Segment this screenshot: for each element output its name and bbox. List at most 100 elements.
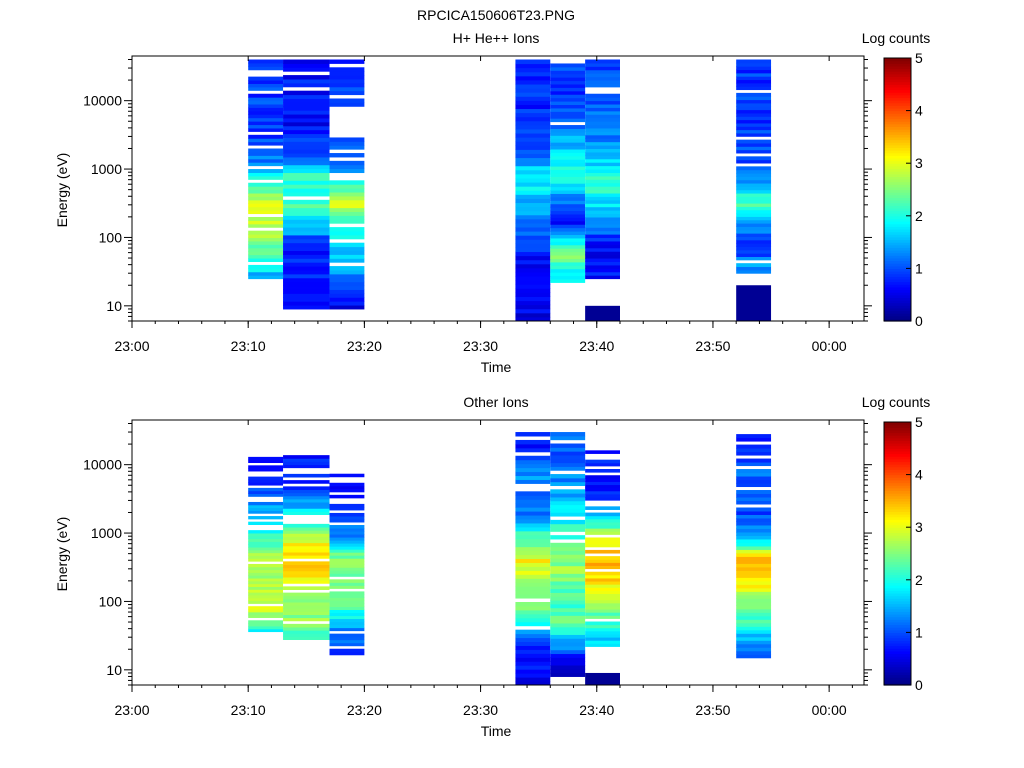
colorbar-step — [884, 186, 911, 191]
heatmap-cell — [248, 86, 284, 91]
heatmap-cell — [283, 121, 330, 127]
heatmap-cell — [585, 596, 620, 601]
heatmap-cell — [329, 582, 365, 586]
heatmap-cell — [283, 561, 330, 565]
heatmap-cell — [283, 297, 330, 302]
heatmap-cell — [550, 135, 586, 140]
heatmap-cell — [329, 485, 365, 490]
heatmap-cell — [515, 173, 551, 179]
colorbar-step — [884, 155, 911, 159]
heatmap-cell — [585, 275, 620, 280]
colorbar-step — [884, 139, 911, 143]
heatmap-cell — [736, 102, 772, 107]
colorbar-step — [884, 123, 911, 127]
heatmap-cell — [329, 153, 365, 158]
heatmap-cell — [329, 160, 365, 166]
heatmap-cell — [515, 479, 551, 484]
heatmap-cell — [248, 193, 284, 197]
heatmap-cell — [248, 169, 284, 173]
heatmap-cell — [329, 168, 365, 174]
heatmap-cell — [329, 591, 365, 595]
colorbar-step — [884, 84, 911, 88]
colorbar-step — [884, 445, 911, 449]
heatmap-cell — [736, 434, 772, 439]
heatmap-cell — [329, 612, 365, 617]
heatmap-cell — [550, 190, 586, 194]
heatmap-cell — [736, 622, 772, 627]
heatmap-cell — [515, 471, 551, 477]
heatmap-cell — [585, 549, 620, 554]
heatmap-cell — [515, 665, 551, 670]
heatmap-cell — [248, 459, 284, 464]
heatmap-cell — [515, 296, 551, 302]
heatmap-cell — [585, 172, 620, 177]
heatmap-cell — [515, 88, 551, 93]
colorbar-tick-label: 2 — [915, 208, 923, 224]
heatmap-cell — [736, 563, 772, 568]
heatmap-cell — [329, 639, 365, 644]
heatmap-cell — [736, 629, 772, 634]
colorbar-step — [884, 566, 911, 570]
colorbar-step — [884, 313, 911, 317]
heatmap-cell — [248, 271, 284, 276]
colorbar-frame — [883, 421, 912, 686]
heatmap-cell — [329, 642, 365, 647]
colorbar-step — [884, 60, 911, 64]
colorbar-step — [884, 540, 911, 544]
heatmap-cell — [736, 437, 772, 442]
heatmap-cell — [550, 138, 586, 143]
colorbar-step — [884, 498, 911, 502]
heatmap-cell — [736, 556, 772, 561]
colorbar-step — [884, 239, 911, 243]
colorbar-step — [884, 511, 911, 515]
heatmap-cell — [550, 97, 586, 102]
heatmap-cell — [515, 677, 551, 682]
heatmap-cell — [515, 582, 551, 587]
colorbar-step — [884, 118, 911, 122]
heatmap-cell — [248, 251, 284, 256]
colorbar-step — [884, 677, 911, 681]
heatmap-cell — [736, 96, 772, 101]
colorbar-step — [884, 71, 911, 75]
heatmap-cell — [248, 479, 284, 483]
heatmap-cell — [736, 500, 772, 505]
colorbar-step — [884, 271, 911, 275]
heatmap-cell — [550, 573, 586, 578]
heatmap-cell — [515, 613, 551, 619]
heatmap-cell — [585, 240, 620, 245]
colorbar-step — [884, 624, 911, 628]
heatmap-column — [283, 59, 330, 310]
heatmap-cell — [248, 76, 284, 81]
heatmap-cell — [550, 519, 586, 525]
x-tick-label: 23:40 — [579, 338, 614, 354]
heatmap-cell — [283, 595, 330, 600]
heatmap-cell — [550, 186, 586, 191]
heatmap-cell — [248, 597, 284, 602]
heatmap-cell — [736, 246, 772, 251]
colorbar-step — [884, 200, 911, 204]
colorbar-step — [884, 679, 911, 683]
heatmap-cell — [283, 527, 330, 531]
panel-title: Other Ions — [463, 394, 528, 410]
colorbar-step — [884, 68, 911, 72]
heatmap-cell — [329, 78, 365, 84]
heatmap-cell — [550, 451, 586, 456]
colorbar-step — [884, 666, 911, 670]
heatmap-cell — [585, 261, 620, 266]
heatmap-cell — [515, 617, 551, 623]
heatmap-cell — [736, 577, 772, 582]
heatmap-cell — [585, 107, 620, 112]
heatmap-cell — [736, 570, 772, 575]
heatmap-cell — [585, 637, 620, 641]
heatmap-cell — [329, 98, 365, 103]
heatmap-cell — [283, 495, 330, 500]
colorbar-step — [884, 495, 911, 499]
heatmap-cell — [329, 567, 365, 571]
colorbar-step — [884, 656, 911, 660]
heatmap-cell — [515, 276, 551, 281]
heatmap-cell — [248, 117, 284, 122]
heatmap-cell — [550, 630, 586, 635]
colorbar-step — [884, 440, 911, 444]
heatmap-cell — [329, 242, 365, 248]
